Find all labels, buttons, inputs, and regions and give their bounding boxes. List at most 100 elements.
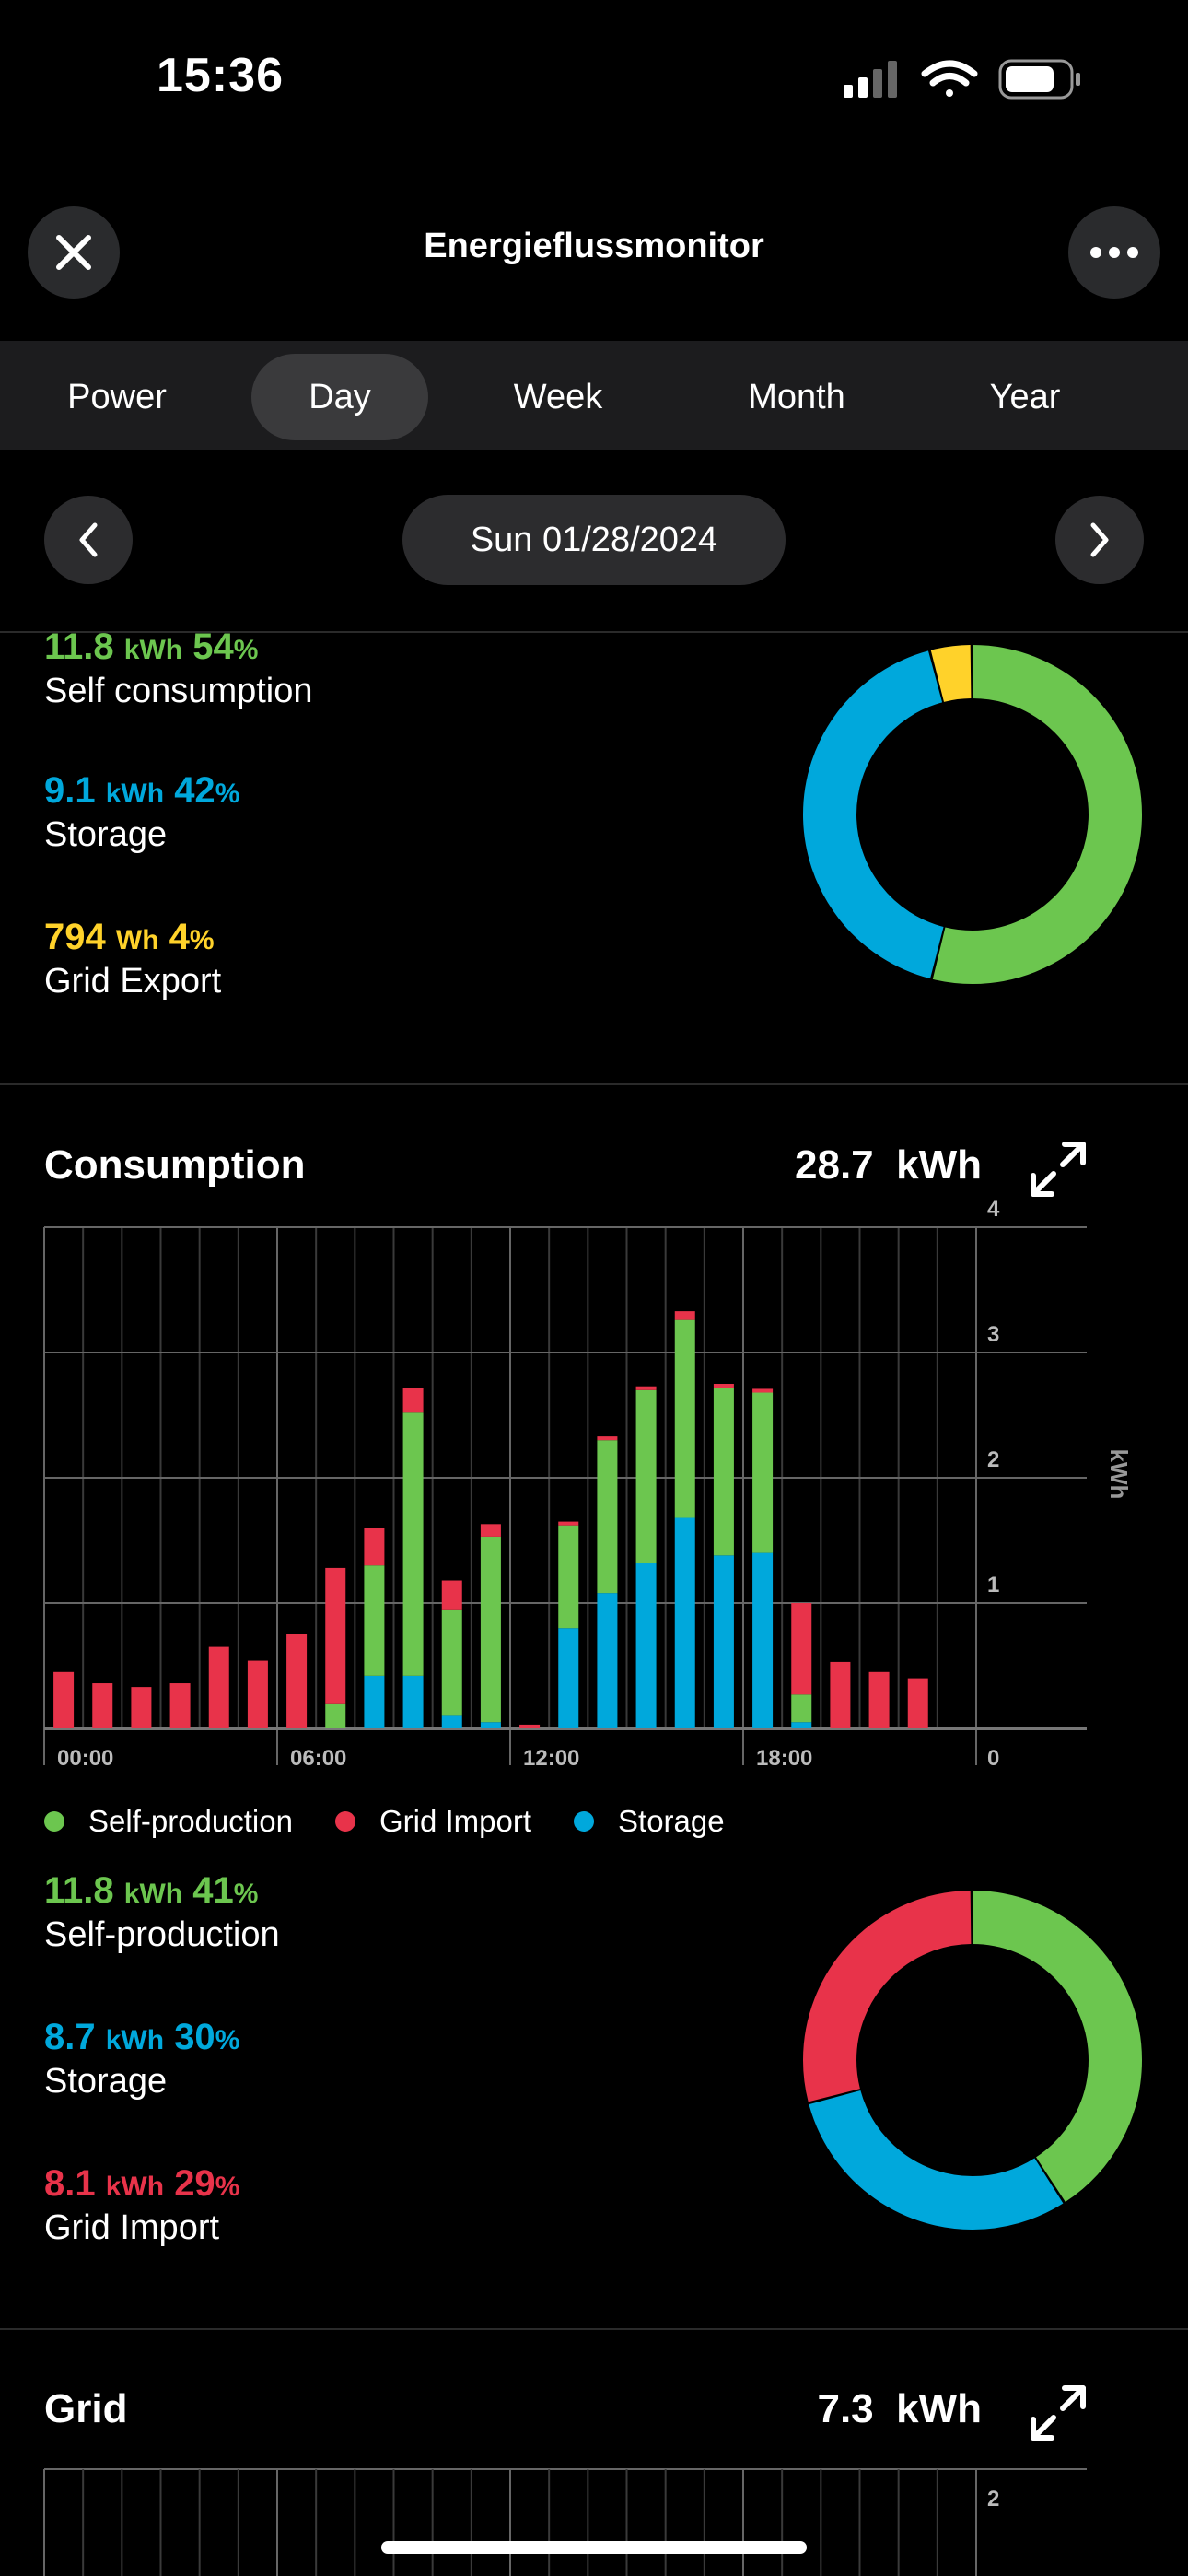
consumption-bar-chart: 0 1 2 3 4 kWh 00:00 06:00 12:00 18:00 xyxy=(43,1198,1133,1771)
section-divider xyxy=(0,1083,1188,1085)
stat-percent: 42 xyxy=(174,770,215,811)
stat-label: Self consumption xyxy=(44,672,313,710)
bar-storage-16 xyxy=(674,1517,695,1728)
bar-self-production-16 xyxy=(674,1319,695,1518)
stat-unit: kWh xyxy=(105,2172,165,2202)
stat-value-line: 11.8 kWh 54% xyxy=(44,626,313,668)
bar-grid-import-14 xyxy=(597,1436,618,1441)
stat-percent-sign: % xyxy=(215,2172,240,2202)
stat-percent-sign: % xyxy=(215,779,240,809)
expand-grid-button[interactable] xyxy=(1026,2381,1090,2450)
x-tick-label: 00:00 xyxy=(57,1746,113,1771)
stat-value-line: 794 Wh 4% xyxy=(44,917,221,958)
y-tick-label: 2 xyxy=(987,2487,999,2512)
bar-self-production-08 xyxy=(364,1565,385,1676)
bar-grid-import-10 xyxy=(441,1580,462,1610)
bar-grid-import-16 xyxy=(674,1311,695,1320)
status-time: 15:36 xyxy=(157,49,284,102)
legend-dot xyxy=(334,1811,355,1832)
bar-storage-09 xyxy=(402,1675,424,1728)
production-stat-storage: 9.1 kWh 42% Storage xyxy=(44,770,239,855)
wifi-icon xyxy=(921,60,978,97)
y-tick-label: 2 xyxy=(987,1447,999,1472)
tab-day[interactable]: Day xyxy=(251,354,428,440)
bar-self-production-14 xyxy=(597,1440,618,1594)
bar-storage-13 xyxy=(558,1628,579,1728)
y-tick-label: 4 xyxy=(987,1198,1000,1222)
previous-day-button[interactable] xyxy=(44,496,133,584)
x-tick-label: 12:00 xyxy=(523,1746,579,1771)
stat-unit: kWh xyxy=(105,779,165,809)
date-picker-button[interactable]: Sun 01/28/2024 xyxy=(402,495,786,585)
stat-percent: 29 xyxy=(174,2163,215,2204)
bar-self-production-10 xyxy=(441,1609,462,1716)
legend-item-grid-import: Grid Import xyxy=(334,1804,532,1839)
x-tick-label: 18:00 xyxy=(756,1746,812,1771)
stat-label: Storage xyxy=(44,815,168,854)
consumption-stat-storage: 8.7 kWh 30% Storage xyxy=(44,2017,239,2102)
stat-value: 8.1 xyxy=(44,2163,96,2204)
bar-grid-import-00 xyxy=(53,1671,75,1728)
stat-value: 11.8 xyxy=(44,626,114,667)
next-day-button[interactable] xyxy=(1055,496,1144,584)
stat-percent: 4 xyxy=(169,917,190,957)
bar-grid-import-05 xyxy=(247,1660,268,1728)
legend-dot xyxy=(574,1811,595,1832)
stat-value-line: 8.1 kWh 29% xyxy=(44,2163,239,2205)
period-tab-bar: Power Day Week Month Year xyxy=(0,341,1188,450)
bar-storage-17 xyxy=(713,1555,734,1728)
stat-unit: Wh xyxy=(115,925,159,955)
bar-grid-import-06 xyxy=(286,1634,308,1728)
production-stat-grid-export: 794 Wh 4% Grid Export xyxy=(44,917,221,1001)
consumption-title: Consumption xyxy=(44,1142,306,1188)
bar-self-production-07 xyxy=(325,1703,346,1728)
expand-consumption-button[interactable] xyxy=(1026,1137,1090,1206)
stat-label: Grid Import xyxy=(44,2208,220,2247)
bar-grid-import-12 xyxy=(519,1724,541,1728)
status-icons xyxy=(840,57,1089,103)
close-icon xyxy=(56,235,91,270)
production-donut-slice-storage xyxy=(803,645,1142,984)
bar-storage-15 xyxy=(635,1563,657,1728)
consumption-total: 28.7 kWh xyxy=(700,1142,982,1188)
page-title: Energieflussmonitor xyxy=(424,227,764,265)
close-button[interactable] xyxy=(28,206,120,299)
bar-grid-import-13 xyxy=(558,1521,579,1526)
stat-percent-sign: % xyxy=(233,635,259,665)
stat-percent-sign: % xyxy=(233,1879,259,1909)
bar-grid-import-08 xyxy=(364,1528,385,1566)
vertical-gridlines xyxy=(43,2469,977,2576)
x-tick-label: 06:00 xyxy=(290,1746,346,1771)
tab-power[interactable]: Power xyxy=(67,377,167,416)
bar-self-production-19 xyxy=(791,1694,812,1723)
stat-value: 11.8 xyxy=(44,1870,114,1911)
cellular-signal-icon xyxy=(844,61,897,98)
bar-grid-import-21 xyxy=(868,1671,890,1728)
stat-value: 794 xyxy=(44,917,106,957)
tab-week[interactable]: Week xyxy=(513,377,603,416)
legend-label: Self-production xyxy=(88,1804,293,1838)
bar-grid-import-04 xyxy=(208,1646,229,1728)
divider xyxy=(0,631,1188,633)
stat-value: 8.7 xyxy=(44,2017,96,2057)
expand-icon xyxy=(1031,2385,1086,2441)
bar-grid-import-19 xyxy=(791,1603,812,1695)
chevron-left-icon xyxy=(79,522,98,557)
legend-label: Grid Import xyxy=(379,1804,532,1838)
stat-unit: kWh xyxy=(105,2025,165,2055)
bar-storage-18 xyxy=(752,1552,774,1728)
chevron-right-icon xyxy=(1090,522,1109,557)
tab-month[interactable]: Month xyxy=(748,377,845,416)
consumption-donut-chart xyxy=(803,1891,1142,2230)
bar-grid-import-03 xyxy=(169,1683,191,1728)
home-indicator xyxy=(381,2541,807,2554)
stat-percent: 41 xyxy=(192,1870,234,1911)
bar-storage-08 xyxy=(364,1675,385,1728)
consumption-stat-self-production: 11.8 kWh 41% Self-production xyxy=(44,1870,280,1955)
bar-grid-import-18 xyxy=(752,1388,774,1393)
y-tick-label: 1 xyxy=(987,1573,999,1598)
more-options-button[interactable] xyxy=(1068,206,1160,299)
production-stat-self-consumption: 11.8 kWh 54% Self consumption xyxy=(44,626,313,711)
tab-year[interactable]: Year xyxy=(989,377,1061,416)
bar-grid-import-17 xyxy=(713,1384,734,1388)
